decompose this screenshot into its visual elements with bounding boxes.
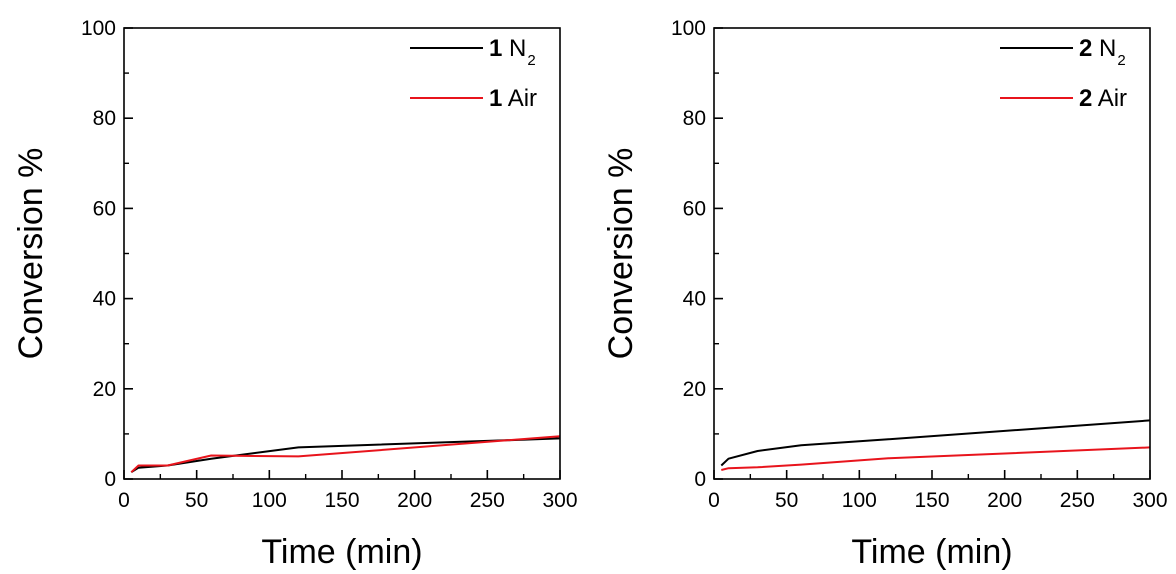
series-line-1-1 xyxy=(130,437,561,474)
legend-label-bold: 1 xyxy=(489,85,502,112)
y-tick-label: 20 xyxy=(683,378,706,401)
x-tick-label: 300 xyxy=(1132,489,1167,512)
legend-label-main: N xyxy=(502,35,526,62)
x-tick-label: 100 xyxy=(842,489,877,512)
legend-label-main: N xyxy=(1092,35,1116,62)
x-tick-label: 0 xyxy=(708,489,720,512)
y-tick-label: 40 xyxy=(683,288,706,311)
legend-label: 2 N2 xyxy=(1079,35,1126,69)
legend-label-bold: 1 xyxy=(489,35,502,62)
y-axis-title: Conversion % xyxy=(602,148,640,360)
y-tick-label: 100 xyxy=(81,17,116,40)
x-tick-label: 50 xyxy=(775,489,798,512)
legend-label-main: Air xyxy=(502,85,537,112)
chart-panel-1: 0 50 100 150 200 250 300 0 20 40 60 80 100 Time (min)… xyxy=(12,17,578,571)
x-tick-label: 150 xyxy=(324,489,359,512)
y-tick-label: 60 xyxy=(93,197,116,220)
legend-label: 1 N2 xyxy=(489,35,536,69)
y-tick-label: 0 xyxy=(104,468,116,491)
y-tick-label: 0 xyxy=(694,468,706,491)
legend-label: 1 Air xyxy=(489,85,537,112)
y-tick-label: 20 xyxy=(93,378,116,401)
y-tick-label: 60 xyxy=(683,197,706,220)
x-tick-label: 200 xyxy=(397,489,432,512)
legend-label-subscript: 2 xyxy=(1117,52,1125,69)
chart-panel-2: 0 50 100 150 200 250 300 0 20 40 60 80 100 Time (min)… xyxy=(602,17,1168,571)
legend-label-bold: 2 xyxy=(1079,85,1092,112)
x-axis-title: Time (min) xyxy=(851,533,1012,571)
legend-label: 2 Air xyxy=(1079,85,1127,112)
x-tick-label: 150 xyxy=(914,489,949,512)
legend-label-subscript: 2 xyxy=(527,52,535,69)
series-line-2-1 xyxy=(720,419,1151,467)
x-tick-label: 200 xyxy=(987,489,1022,512)
y-tick-label: 80 xyxy=(683,107,706,130)
y-tick-label: 80 xyxy=(93,107,116,130)
series-line-1-2 xyxy=(130,435,561,473)
series-line-2-2 xyxy=(721,446,1151,471)
x-tick-label: 250 xyxy=(1060,489,1095,512)
legend-label-bold: 2 xyxy=(1079,35,1092,62)
y-axis-title: Conversion % xyxy=(12,148,50,360)
x-axis-title: Time (min) xyxy=(261,533,422,571)
x-tick-label: 0 xyxy=(118,489,130,512)
y-tick-label: 40 xyxy=(93,288,116,311)
y-tick-label: 100 xyxy=(671,17,706,40)
x-tick-label: 250 xyxy=(470,489,505,512)
x-tick-label: 50 xyxy=(185,489,208,512)
x-tick-label: 300 xyxy=(542,489,577,512)
x-tick-label: 100 xyxy=(252,489,287,512)
legend-label-main: Air xyxy=(1092,85,1127,112)
